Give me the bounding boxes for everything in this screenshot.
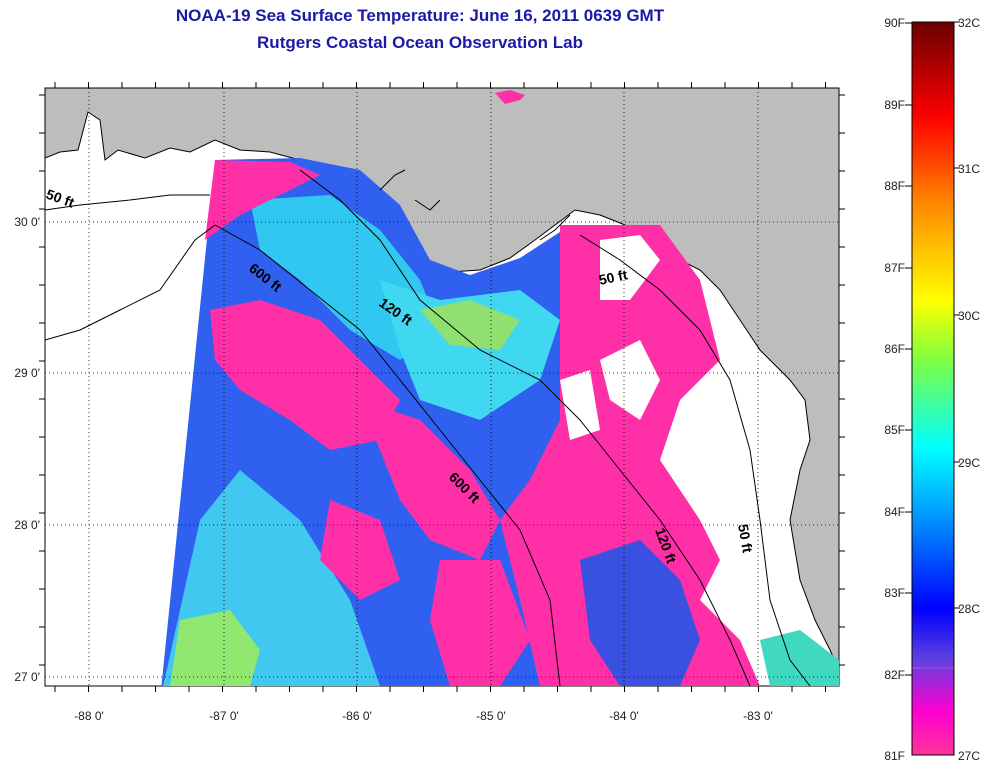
colorbar-f-label: 83F <box>884 586 905 600</box>
colorbar-f-label: 86F <box>884 342 905 356</box>
lat-tick-label: 27 0' <box>14 670 40 684</box>
colorbar-f-label: 87F <box>884 261 905 275</box>
lat-tick-label: 28 0' <box>14 518 40 532</box>
colorbar-c-label: 28C <box>958 602 980 616</box>
map-title: NOAA-19 Sea Surface Temperature: June 16… <box>175 6 665 25</box>
contour-line <box>45 224 216 341</box>
colorbar-f-label: 84F <box>884 505 905 519</box>
colorbar-f-label: 81F <box>884 749 905 763</box>
lon-tick-label: -83 0' <box>743 709 773 723</box>
lon-tick-label: -86 0' <box>342 709 372 723</box>
coastline-detail <box>379 169 571 241</box>
lon-tick-label: -84 0' <box>609 709 639 723</box>
contour-line <box>579 234 811 686</box>
lon-tick-label: -87 0' <box>209 709 239 723</box>
colorbar-f-label: 89F <box>884 98 905 112</box>
island-patch <box>495 90 525 104</box>
contour-label: 50 ft <box>597 266 629 288</box>
colorbar-c-label: 30C <box>958 309 980 323</box>
colorbar-f-label: 85F <box>884 423 905 437</box>
colorbar-f-label: 82F <box>884 668 905 682</box>
contour-line <box>45 194 210 211</box>
graticule <box>45 88 839 686</box>
contour-line <box>214 224 561 686</box>
colorbar-f-label: 90F <box>884 16 905 30</box>
lat-tick-label: 29 0' <box>14 366 40 380</box>
colorbar-f-label: 88F <box>884 179 905 193</box>
lon-tick-label: -85 0' <box>476 709 506 723</box>
colorbar-c-label: 32C <box>958 16 980 30</box>
lat-tick-label: 30 0' <box>14 215 40 229</box>
colorbar-c-label: 27C <box>958 749 980 763</box>
contour-line <box>299 169 751 686</box>
colorbar-c-label: 31C <box>958 162 980 176</box>
map-subtitle: Rutgers Coastal Ocean Observation Lab <box>257 33 583 52</box>
sst-swath <box>161 158 839 686</box>
colorbar-c-label: 29C <box>958 456 980 470</box>
tick-marks <box>39 21 960 692</box>
lon-tick-label: -88 0' <box>74 709 104 723</box>
colorbar <box>911 21 955 756</box>
contour-label: 50 ft <box>735 523 756 554</box>
